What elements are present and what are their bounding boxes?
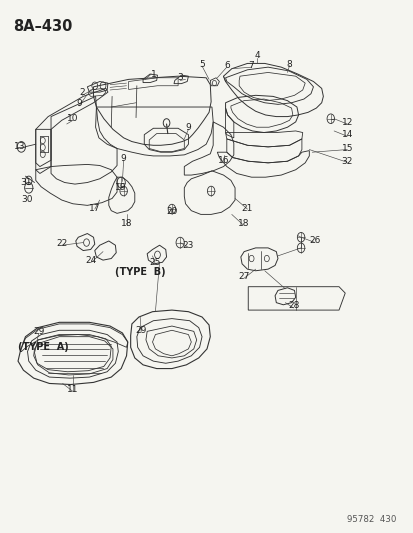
Text: 17: 17 xyxy=(89,204,100,213)
Text: 15: 15 xyxy=(341,144,352,153)
Text: 30: 30 xyxy=(22,195,33,204)
Text: 7: 7 xyxy=(248,61,254,70)
Text: 11: 11 xyxy=(67,385,78,394)
Text: 27: 27 xyxy=(238,272,249,280)
Text: 23: 23 xyxy=(182,241,194,250)
Text: 31: 31 xyxy=(21,178,32,187)
Text: (TYPE  B): (TYPE B) xyxy=(115,267,166,277)
Text: 21: 21 xyxy=(241,204,252,213)
Text: 22: 22 xyxy=(56,239,67,248)
Text: 5: 5 xyxy=(199,60,204,69)
Text: 3: 3 xyxy=(177,73,183,82)
Text: 9: 9 xyxy=(185,123,191,132)
Text: 2: 2 xyxy=(79,87,85,96)
Text: 25: 25 xyxy=(150,258,161,266)
Text: 29: 29 xyxy=(135,326,146,335)
Text: 10: 10 xyxy=(67,114,78,123)
Text: 18: 18 xyxy=(237,219,249,228)
Text: 8A–430: 8A–430 xyxy=(13,19,72,34)
Text: 14: 14 xyxy=(341,130,352,139)
Text: 95782  430: 95782 430 xyxy=(347,515,396,524)
Text: 32: 32 xyxy=(341,157,352,166)
Text: 12: 12 xyxy=(341,118,352,127)
Text: 20: 20 xyxy=(166,207,177,216)
Text: (TYPE  A): (TYPE A) xyxy=(18,342,69,352)
Text: 9: 9 xyxy=(76,99,82,108)
Text: 8: 8 xyxy=(286,60,292,69)
Text: 19: 19 xyxy=(114,183,126,192)
Text: 9: 9 xyxy=(121,154,126,163)
Text: 6: 6 xyxy=(223,61,229,70)
Text: 29: 29 xyxy=(33,327,44,336)
Text: 26: 26 xyxy=(309,237,320,246)
Text: 1: 1 xyxy=(150,70,156,78)
Text: 18: 18 xyxy=(121,219,132,228)
Text: 4: 4 xyxy=(254,52,259,60)
Text: 16: 16 xyxy=(217,156,229,165)
Text: 13: 13 xyxy=(14,142,25,151)
Text: 24: 24 xyxy=(85,256,97,264)
Text: 28: 28 xyxy=(287,301,299,310)
